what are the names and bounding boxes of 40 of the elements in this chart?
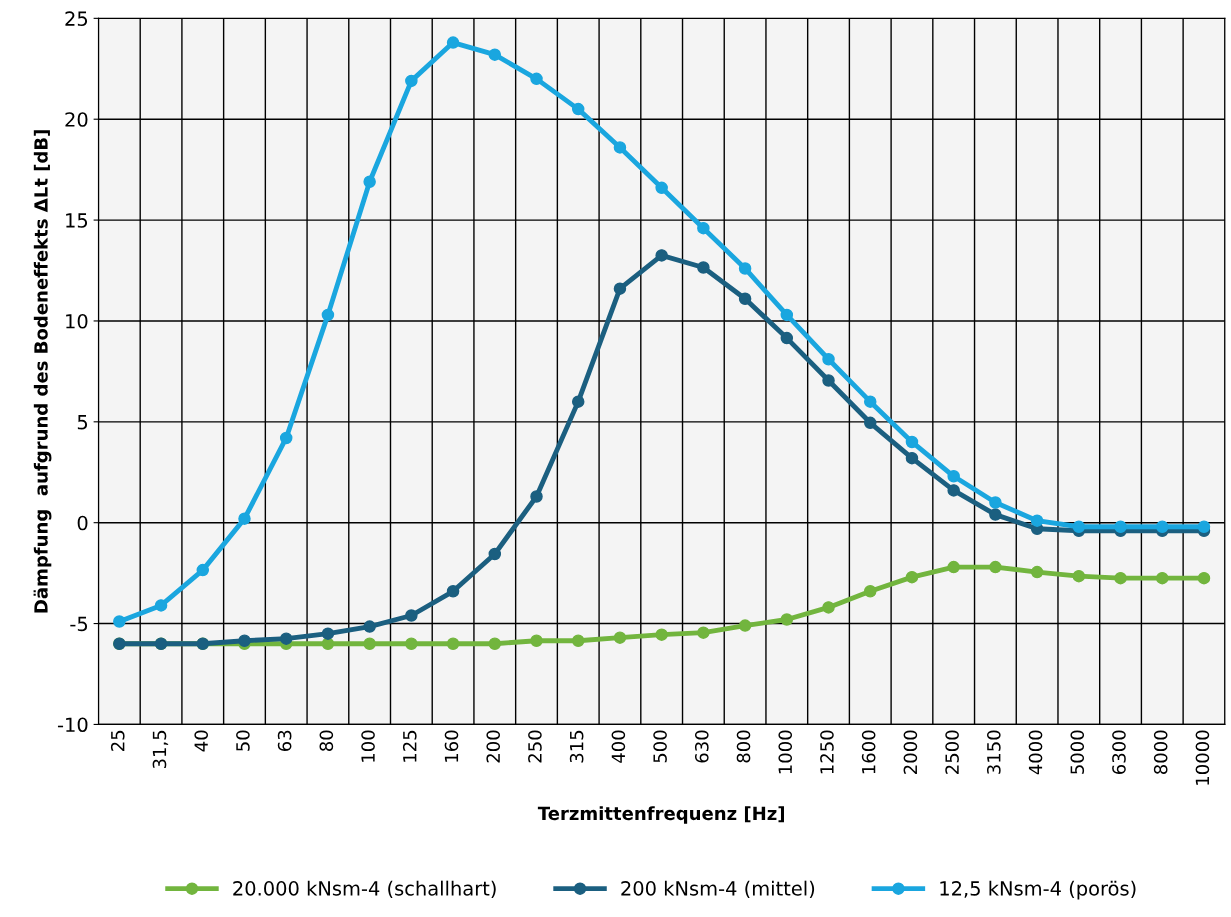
x-tick-label: 2500 bbox=[945, 730, 959, 774]
y-tick-label: 0 bbox=[77, 515, 88, 531]
x-tick-label: 6300 bbox=[1112, 730, 1126, 774]
x-tick-label: 1250 bbox=[820, 730, 834, 774]
y-axis-title: Dämpfung aufgrund des Bodeneffekts ΔLt [dB] bbox=[33, 130, 52, 613]
x-tick-label: 250 bbox=[528, 730, 542, 763]
x-tick-label: 10000 bbox=[1195, 730, 1210, 785]
y-tick-label: 5 bbox=[77, 415, 88, 430]
x-axis-title: Terzmittenfrequenz [Hz] bbox=[537, 806, 784, 824]
x-tick-label: 400 bbox=[611, 730, 626, 763]
x-tick-label: 40 bbox=[194, 730, 209, 752]
legend-label: 12,5 kNsm-4 (porös) bbox=[940, 880, 1136, 900]
y-tick-label: 15 bbox=[66, 213, 88, 228]
x-tick-label: 8000 bbox=[1153, 730, 1168, 775]
legend-label: 20.000 kNsm-4 (schallhart) bbox=[233, 880, 496, 899]
y-tick-label: 25 bbox=[65, 11, 88, 26]
x-tick-label: 1600 bbox=[861, 730, 876, 774]
y-tick-label: 10 bbox=[66, 313, 88, 329]
x-tick-label: 2000 bbox=[903, 730, 918, 774]
x-tick-label: 100 bbox=[361, 730, 375, 762]
x-tick-label: 31,5 bbox=[152, 730, 169, 769]
x-tick-label: 80 bbox=[319, 730, 334, 752]
y-tick-label: -5 bbox=[70, 616, 88, 632]
y-tick-label: -10 bbox=[57, 717, 88, 733]
x-tick-label: 200 bbox=[486, 730, 501, 763]
legend-label: 200 kNsm-4 (mittel) bbox=[621, 880, 815, 899]
x-tick-label: 63 bbox=[277, 730, 292, 752]
x-tick-label: 630 bbox=[694, 730, 709, 763]
x-tick-label: 25 bbox=[110, 730, 125, 751]
x-tick-label: 800 bbox=[736, 730, 751, 763]
x-tick-label: 3150 bbox=[986, 730, 1001, 774]
x-tick-label: 125 bbox=[402, 730, 417, 762]
x-tick-label: 160 bbox=[444, 730, 459, 762]
x-tick-label: 5000 bbox=[1070, 730, 1085, 774]
x-tick-label: 4000 bbox=[1028, 730, 1043, 775]
x-tick-label: 50 bbox=[236, 730, 250, 751]
x-tick-label: 500 bbox=[653, 730, 667, 763]
x-tick-label: 1000 bbox=[778, 730, 793, 774]
x-tick-label: 315 bbox=[569, 730, 584, 763]
y-tick-label: 20 bbox=[65, 112, 88, 127]
